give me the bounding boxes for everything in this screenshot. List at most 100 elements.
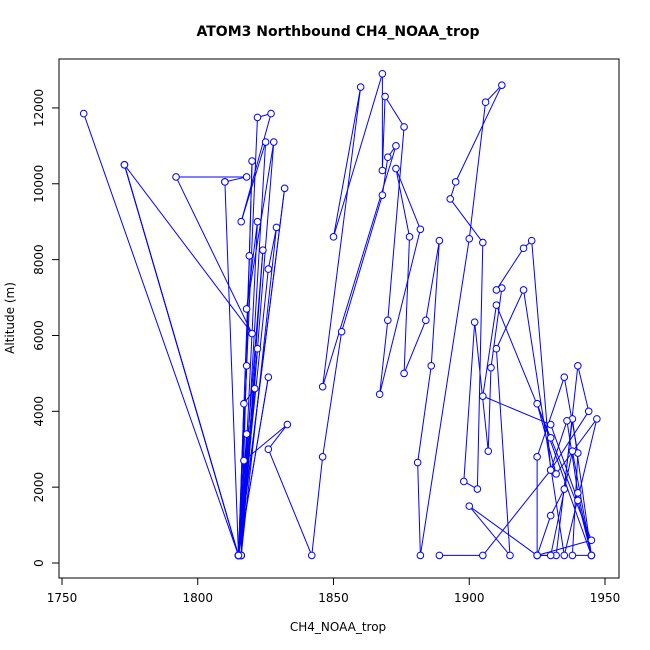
data-point [427,362,436,370]
data-point [593,415,601,423]
data-point [248,157,256,165]
series-line-segment [417,462,421,556]
series-line-segment [495,348,511,556]
data-point [329,233,338,241]
data-point [392,164,400,173]
data-point [250,384,259,393]
data-point [492,301,501,309]
series-line-segment [237,460,245,556]
series-line-segment [248,161,253,256]
data-point [337,327,346,336]
series-line-segment [395,168,421,230]
data-point [261,138,270,146]
data-point [527,236,536,245]
data-point [221,178,229,186]
series-line-segment [485,84,503,103]
data-point [560,485,569,493]
series-line-segment [468,505,511,556]
y-tick-label: 2000 [32,472,46,503]
x-tick-label: 1900 [454,591,485,605]
series-line-segment [495,289,525,349]
data-point [479,551,487,560]
data-point [283,420,292,429]
data-point [307,551,316,560]
series-line-segment [267,449,313,556]
data-point [568,447,577,455]
series-line-segment [333,86,362,237]
data-point [272,223,281,232]
series-line-segment [490,287,503,368]
series-line-segment [395,168,411,237]
data-point [587,536,596,545]
data-point [318,382,327,391]
series-line-segment [240,113,272,222]
series-line-segment [384,96,405,128]
data-point [487,363,495,372]
data-point [465,502,474,510]
chart-title: ATOM3 Northbound CH4_NOAA_trop [197,24,480,40]
series-line-segment [474,322,489,452]
series-line-segment [124,164,253,334]
series-line-segment [387,126,405,321]
data-point [405,233,414,241]
series-line-segment [476,242,484,490]
series-line-segment [419,238,470,556]
series-line-segment [425,240,440,321]
data-point [519,286,528,294]
series-line-segment [379,320,389,395]
series-line-segment [379,229,421,395]
data-point [479,238,487,247]
series-line-segment [237,348,258,556]
data-point [568,551,577,560]
series-line-segment [463,322,476,482]
series-line-segment [333,73,383,238]
series-line-segment [403,236,411,374]
data-point [484,447,493,455]
series-line-segment [267,227,277,270]
data-point [560,373,569,381]
series-line-segment [240,388,256,556]
data-point [242,173,251,181]
series-line-segment [487,367,492,452]
data-point [384,316,392,325]
data-point [546,466,555,474]
series-line-segment [523,289,565,556]
series-line-segment [555,418,598,475]
x-axis: 1750 1800 1850 1900 1950 [47,578,621,605]
series-line-segment [536,539,592,556]
data-point [264,445,273,454]
series-line-segment [536,515,552,556]
series-line-segment [246,141,275,309]
x-tick-label: 1950 [590,591,621,605]
data-point [533,453,541,461]
y-tick-label: 6000 [32,320,46,351]
series-line-segment [430,240,440,366]
series-line-segment [240,141,267,222]
series-line-segment [550,451,573,556]
series-line-segment [482,395,551,426]
series-line-segment [566,420,579,493]
data-point [413,458,422,467]
series-line-segment [571,451,592,556]
data-point [584,407,593,416]
y-tick-label: 12000 [32,89,46,127]
data-point [435,236,444,245]
data-point [242,362,251,370]
data-point [375,390,384,399]
series-line-segment [381,96,386,171]
data-point [416,551,425,560]
series-line-segment [563,418,598,556]
series-line-segment [267,424,288,450]
data-point [384,153,392,162]
y-tick-label: 4000 [32,396,46,427]
data-point [533,399,541,408]
data-point [400,123,408,131]
series-points [79,69,601,560]
data-point [381,92,389,101]
x-tick-label: 1750 [47,591,78,605]
data-point [378,191,387,199]
data-point [267,109,275,118]
series-line-segment [482,305,497,397]
data-point [416,225,425,234]
data-point [492,344,501,353]
